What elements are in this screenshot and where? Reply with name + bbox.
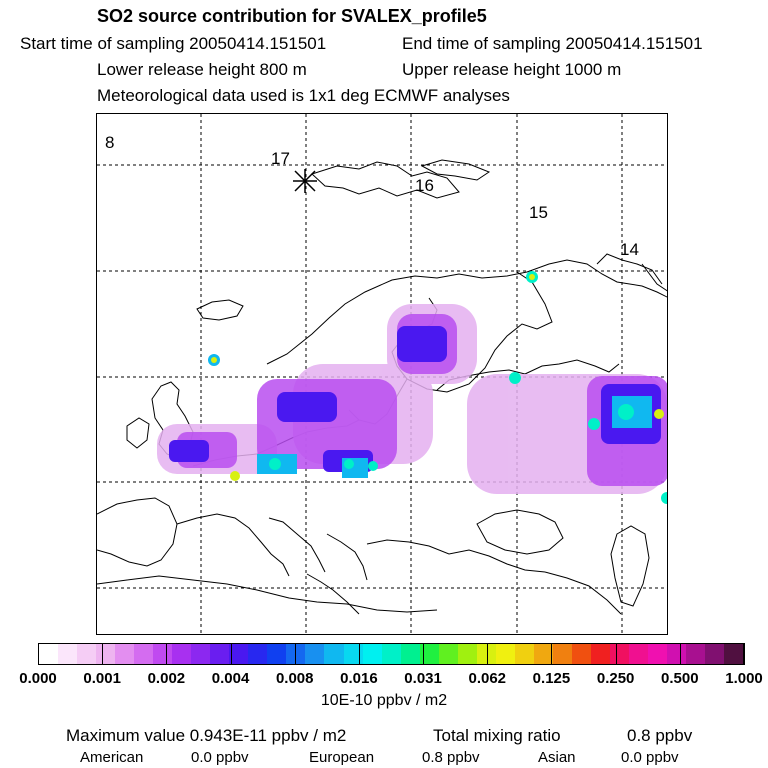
color-scale-tick-mark — [423, 643, 425, 665]
color-scale-swatch — [705, 644, 725, 664]
color-scale-swatch — [324, 644, 344, 664]
color-scale-swatch — [77, 644, 97, 664]
color-scale-swatch — [667, 644, 687, 664]
total-mixing-value: 0.8 ppbv — [627, 726, 693, 745]
color-scale-tick-mark — [230, 643, 232, 665]
color-scale-swatch — [191, 644, 211, 664]
color-scale-tick-label: 0.062 — [468, 670, 507, 687]
color-scale-swatch — [495, 644, 515, 664]
color-scale-tick-label: 0.000 — [19, 670, 57, 687]
plot-title: SO2 source contribution for SVALEX_profi… — [97, 6, 487, 26]
color-scale-tick-label: 1.000 — [725, 670, 763, 687]
contour-label-8: 8 — [105, 133, 114, 152]
color-scale-tick-label: 0.125 — [532, 670, 571, 687]
map-canvas: 8 17 16 15 14 — [97, 114, 667, 634]
color-scale-swatch — [686, 644, 706, 664]
color-scale-swatch — [362, 644, 382, 664]
contour-label-16: 16 — [415, 176, 434, 195]
color-scale-tick-mark — [102, 643, 104, 665]
end-time-label: End time of sampling 20050414.151501 — [402, 34, 703, 53]
color-scale-swatch — [590, 644, 610, 664]
contour-label-15: 15 — [529, 203, 548, 222]
met-data-label: Meteorological data used is 1x1 deg ECMW… — [97, 86, 510, 105]
color-scale-tick-mark — [487, 643, 489, 665]
color-scale-tick-mark — [744, 643, 745, 665]
american-label: American — [80, 749, 144, 766]
color-scale-swatch — [58, 644, 78, 664]
color-scale-tick-label: 0.008 — [275, 670, 314, 687]
american-value: 0.0 ppbv — [191, 749, 249, 766]
total-mixing-label: Total mixing ratio — [433, 726, 561, 745]
color-scale-swatch — [134, 644, 154, 664]
max-value-label: Maximum value 0.943E-11 ppbv / m2 — [66, 726, 347, 745]
color-scale-swatch — [172, 644, 192, 664]
color-scale-swatch — [533, 644, 553, 664]
release-point-icon — [293, 169, 317, 193]
color-scale-swatch — [286, 644, 306, 664]
color-scale-swatch — [419, 644, 439, 664]
color-scale-tick-mark — [615, 643, 617, 665]
color-scale-swatch — [115, 644, 135, 664]
contour-label-14: 14 — [620, 240, 639, 259]
color-scale-tick-mark — [294, 643, 296, 665]
european-value: 0.8 ppbv — [422, 749, 480, 766]
color-scale-tick-mark — [38, 643, 39, 665]
color-scale-tick-label: 0.016 — [340, 670, 378, 687]
color-scale-swatch — [248, 644, 268, 664]
color-scale-swatch — [305, 644, 325, 664]
color-scale-tick-mark — [551, 643, 553, 665]
color-scale-swatch — [628, 644, 648, 664]
color-scale-swatch — [96, 644, 116, 664]
color-scale-tick-label: 0.500 — [661, 670, 699, 687]
color-scale-swatch — [724, 644, 744, 664]
color-scale-tick-mark — [166, 643, 168, 665]
color-scale-swatch — [400, 644, 420, 664]
color-scale-tick-label: 0.004 — [211, 670, 250, 687]
map-panel: 8 17 16 15 14 — [96, 113, 668, 635]
asian-value: 0.0 ppbv — [621, 749, 679, 766]
color-scale-tick-label: 0.031 — [404, 670, 442, 687]
color-scale-tick-label: 0.002 — [147, 670, 186, 687]
color-scale-swatch — [438, 644, 458, 664]
color-scale-swatch — [343, 644, 363, 664]
contour-label-17: 17 — [271, 149, 290, 168]
color-scale-swatch — [457, 644, 477, 664]
so2-plume — [157, 271, 667, 504]
color-scale-swatch — [648, 644, 668, 664]
color-scale-swatch — [210, 644, 230, 664]
color-scale-tick-label: 0.001 — [83, 670, 121, 687]
lower-release-label: Lower release height 800 m — [97, 60, 307, 79]
color-scale-swatch — [609, 644, 629, 664]
color-scale-tick-mark — [679, 643, 681, 665]
color-scale-swatch — [476, 644, 496, 664]
european-label: European — [309, 749, 375, 766]
color-scale-swatch — [514, 644, 534, 664]
start-time-label: Start time of sampling 20050414.151501 — [20, 34, 327, 53]
color-scale-swatch — [39, 644, 59, 664]
color-scale-bar — [38, 643, 744, 665]
color-scale-unit: 10E-10 ppbv / m2 — [320, 692, 448, 709]
upper-release-label: Upper release height 1000 m — [402, 60, 622, 79]
color-scale-swatch — [229, 644, 249, 664]
color-scale-swatch — [267, 644, 287, 664]
color-scale-swatch — [153, 644, 173, 664]
color-scale-tick-mark — [358, 643, 360, 665]
color-scale-swatch — [552, 644, 572, 664]
color-scale-swatch — [571, 644, 591, 664]
color-scale-swatch — [381, 644, 401, 664]
color-scale-tick-label: 0.250 — [596, 670, 635, 687]
asian-label: Asian — [538, 749, 576, 766]
